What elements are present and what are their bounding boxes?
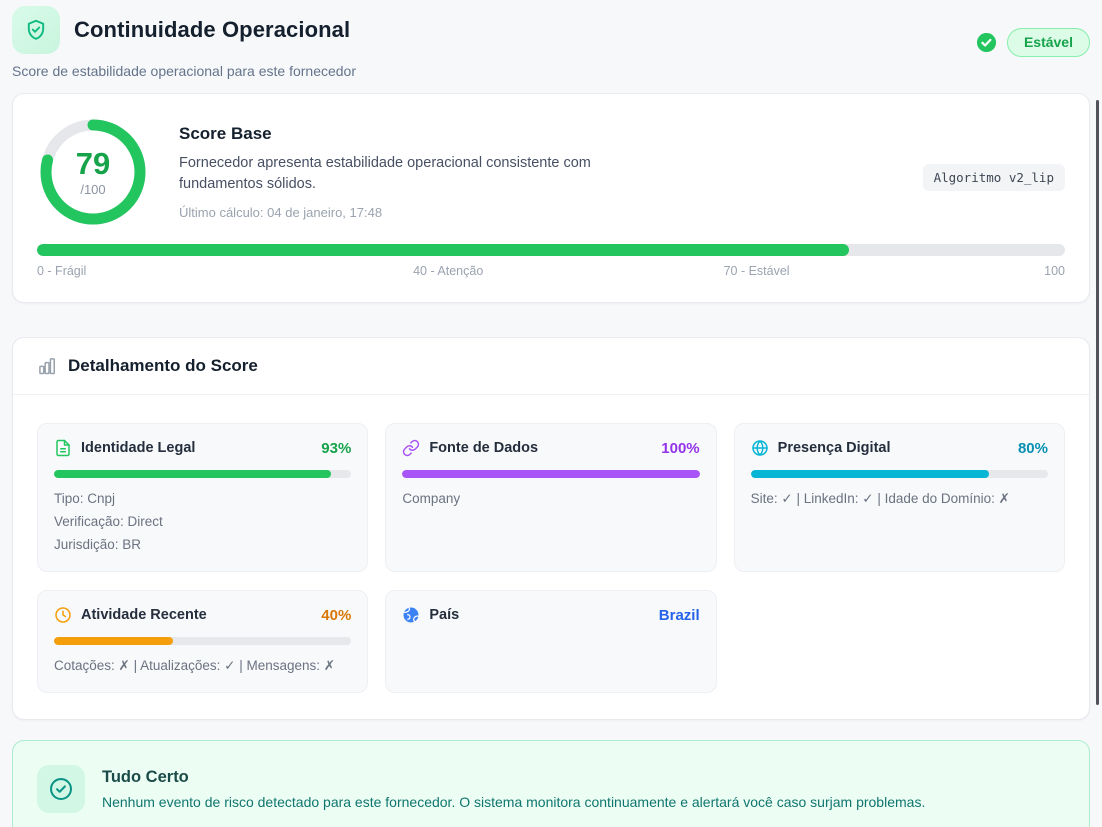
metric-detail-line: Cotações: ✗ | Atualizações: ✓ | Mensagen…: [54, 658, 336, 673]
score-progress-track: [37, 244, 1065, 256]
metric-value: Brazil: [658, 606, 700, 624]
metric-progress-fill: [54, 637, 173, 645]
metric-progress-fill: [402, 470, 700, 478]
metric-details: Company: [402, 487, 699, 510]
status-card-description: Nenhum evento de risco detectado para es…: [102, 794, 926, 810]
metric-label: País: [429, 607, 460, 623]
metric-details: Site: ✓ | LinkedIn: ✓ | Idade do Domínio…: [751, 487, 1048, 510]
score-max: /100: [80, 182, 106, 197]
metric-label: Atividade Recente: [81, 607, 207, 623]
score-description: Fornecedor apresenta estabilidade operac…: [179, 155, 591, 193]
breakdown-title: Detalhamento do Score: [68, 356, 258, 375]
metric-card-atividade-recente: Atividade Recente 40% Cotações: ✗ | Atua…: [37, 590, 369, 693]
metric-progress-track: [402, 470, 700, 478]
scale-label-100: 100: [1044, 264, 1065, 278]
clock-icon: [54, 606, 72, 624]
metric-value: 100%: [661, 439, 700, 457]
score-value: 79: [75, 146, 111, 181]
metric-card-pais: País Brazil: [385, 590, 717, 693]
check-circle-icon: [976, 32, 997, 53]
page-subtitle: Score de estabilidade operacional para e…: [12, 63, 357, 79]
metric-detail-line: Tipo: Cnpj: [54, 491, 116, 506]
metric-detail-line: Jurisdição: BR: [54, 537, 142, 552]
globe-icon: [751, 439, 769, 457]
file-text-icon: [54, 439, 72, 457]
metric-detail-line: Verificação: Direct: [54, 514, 163, 529]
score-base-card: 79 /100 Score Base Fornecedor apresenta …: [12, 93, 1090, 303]
metric-progress-track: [54, 637, 352, 645]
all-clear-card: Tudo Certo Nenhum evento de risco detect…: [12, 740, 1090, 827]
scale-label-estavel: 70 - Estável: [723, 264, 790, 278]
page-header: Continuidade Operacional Score de estabi…: [12, 6, 1090, 93]
metric-progress-track: [750, 470, 1048, 478]
shield-check-icon: [12, 6, 60, 54]
metric-label: Identidade Legal: [81, 440, 196, 456]
metric-card-fonte-de-dados: Fonte de Dados 100% Company: [385, 423, 717, 572]
algorithm-badge: Algoritmo v2_lip: [922, 164, 1065, 191]
score-progress-fill: [37, 244, 850, 256]
globe-filled-icon: [402, 606, 420, 624]
link-icon: [402, 439, 420, 457]
metric-label: Fonte de Dados: [429, 440, 539, 456]
metric-label: Presença Digital: [777, 440, 891, 456]
status-card-title: Tudo Certo: [102, 768, 189, 786]
check-circle-outline-icon: [37, 765, 85, 813]
metric-card-presenca-digital: Presença Digital 80% Site: ✓ | LinkedIn:…: [733, 423, 1065, 572]
page-title: Continuidade Operacional: [74, 17, 351, 42]
status-badge: Estável: [1006, 28, 1090, 57]
score-last-calc: Último cálculo: 04 de janeiro, 17:48: [179, 205, 383, 221]
scale-label-atencao: 40 - Atenção: [413, 264, 484, 278]
metric-value: 40%: [321, 606, 352, 624]
score-scale-labels: 0 - Frágil 40 - Atenção 70 - Estável 100: [37, 264, 1065, 280]
metric-progress-fill: [750, 470, 989, 478]
metric-value: 93%: [321, 439, 352, 457]
metric-detail-line: Company: [402, 491, 461, 506]
metric-details: Cotações: ✗ | Atualizações: ✓ | Mensagen…: [54, 654, 351, 677]
score-ring: 79 /100: [37, 116, 149, 228]
metric-progress-track: [54, 470, 352, 478]
metric-progress-fill: [54, 470, 331, 478]
vertical-scrollbar[interactable]: [1096, 100, 1099, 705]
bar-chart-icon: [37, 356, 57, 376]
metric-card-identidade-legal: Identidade Legal 93% Tipo: Cnpj Verifica…: [37, 423, 369, 572]
metric-value: 80%: [1017, 439, 1048, 457]
metric-detail-line: Site: ✓ | LinkedIn: ✓ | Idade do Domínio…: [750, 491, 1010, 506]
score-breakdown-card: Detalhamento do Score Identidade Legal: [12, 337, 1090, 720]
metric-details: Tipo: Cnpj Verificação: Direct Jurisdiçã…: [54, 487, 351, 556]
scale-label-fragil: 0 - Frágil: [37, 264, 87, 278]
score-card-title: Score Base: [179, 124, 272, 143]
